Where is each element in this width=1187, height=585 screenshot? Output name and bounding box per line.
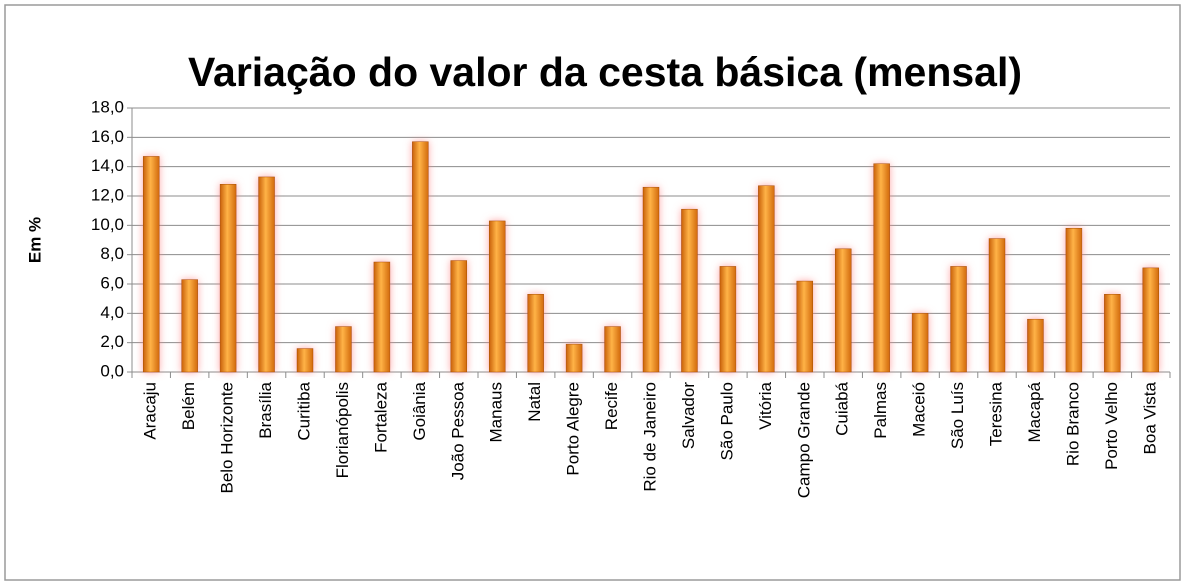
x-tick-label: Teresina — [986, 381, 1005, 446]
x-tick-label: São Luís — [948, 382, 967, 449]
bar — [758, 185, 775, 373]
x-tick-label: Cuiabá — [833, 381, 852, 435]
y-axis-label: Em % — [25, 217, 44, 263]
bar — [219, 184, 237, 373]
bar — [796, 280, 814, 373]
x-tick-label: Campo Grande — [794, 382, 813, 498]
x-tick-label: São Paulo — [717, 382, 736, 460]
y-tick-label: 8,0 — [100, 244, 124, 263]
bar — [412, 141, 429, 373]
x-tick-label: Natal — [525, 382, 544, 422]
bar — [373, 261, 391, 373]
bar — [681, 208, 698, 373]
x-tick-label: Salvador — [679, 382, 698, 449]
bar — [181, 279, 198, 373]
bar — [1065, 228, 1083, 373]
bar — [988, 238, 1006, 373]
bar — [604, 326, 621, 373]
x-tick-label: Goiânia — [410, 381, 429, 440]
chart-title: Variação do valor da cesta básica (mensa… — [188, 49, 1022, 95]
x-tick-label: João Pessoa — [448, 381, 467, 480]
y-tick-label: 4,0 — [100, 303, 124, 322]
x-tick-label: Recife — [602, 382, 621, 430]
bar — [527, 294, 544, 373]
x-tick-label: Rio Branco — [1063, 382, 1082, 466]
y-tick-label: 18,0 — [91, 97, 124, 116]
bar — [258, 176, 275, 373]
x-tick-label: Rio de Janeiro — [640, 382, 659, 492]
y-tick-label: 14,0 — [91, 156, 124, 175]
x-tick-label: Porto Velho — [1102, 382, 1121, 470]
x-tick-label: Curitiba — [294, 381, 313, 440]
bar — [719, 266, 737, 373]
x-tick-label: Florianópolis — [333, 382, 352, 478]
y-tick-label: 6,0 — [100, 273, 124, 292]
x-tick-label: Maceió — [910, 382, 929, 437]
bar — [1027, 318, 1044, 373]
bar — [642, 186, 660, 373]
x-tick-label: Belo Horizonte — [218, 382, 237, 494]
bar — [450, 260, 468, 373]
x-tick-label: Belém — [179, 382, 198, 430]
bar — [873, 163, 890, 373]
y-tick-label: 10,0 — [91, 215, 124, 234]
x-tick-label: Brasília — [256, 381, 275, 438]
x-tick-label: Boa Vista — [1140, 381, 1159, 454]
bar — [1142, 267, 1160, 373]
chart-border — [4, 4, 1181, 581]
x-tick-label: Macapá — [1025, 381, 1044, 442]
bar — [1104, 294, 1121, 373]
x-tick-label: Fortaleza — [371, 381, 390, 452]
bar — [142, 156, 160, 373]
y-tick-label: 0,0 — [100, 361, 124, 380]
bar — [488, 220, 506, 373]
bar — [565, 343, 583, 373]
y-tick-label: 16,0 — [91, 127, 124, 146]
x-tick-label: Aracaju — [141, 382, 160, 440]
x-tick-label: Manaus — [487, 382, 506, 442]
x-tick-label: Vitória — [756, 381, 775, 429]
x-tick-label: Porto Alegre — [564, 382, 583, 476]
x-tick-label: Palmas — [871, 382, 890, 439]
bar — [950, 266, 967, 373]
y-tick-label: 12,0 — [91, 185, 124, 204]
y-tick-label: 2,0 — [100, 332, 124, 351]
bar — [834, 248, 852, 373]
bar — [296, 348, 314, 373]
bar — [335, 326, 352, 373]
bar — [911, 313, 929, 373]
